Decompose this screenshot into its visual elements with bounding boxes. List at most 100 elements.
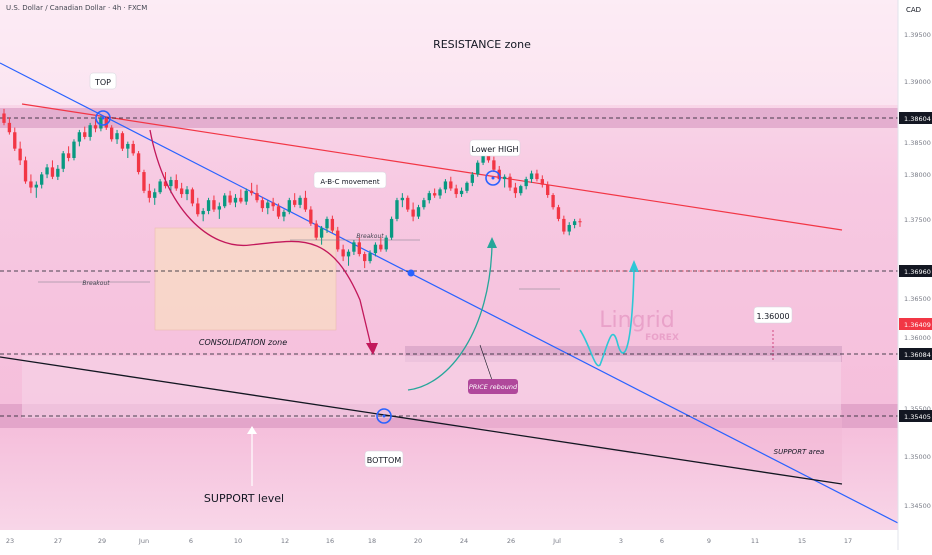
candle-body	[239, 197, 243, 202]
support-level-label: SUPPORT level	[204, 492, 284, 505]
candle-body	[276, 206, 281, 217]
candle-body	[556, 207, 561, 219]
abc-curve-arrow	[149, 129, 373, 351]
resistance-zone-fill	[0, 0, 898, 105]
projection-path	[579, 269, 635, 367]
resistance-zone-label: RESISTANCE zone	[433, 38, 531, 51]
bottom-circle	[376, 408, 392, 424]
candle-body	[476, 162, 480, 175]
time-tick: 9	[707, 537, 711, 545]
candle-body	[529, 173, 534, 180]
candle-body	[77, 132, 82, 142]
time-axis-panel[interactable]	[0, 530, 898, 550]
breakout-label-left: Breakout	[82, 280, 110, 287]
candle-body	[40, 174, 44, 185]
price-tick: 1.34500	[904, 502, 931, 510]
price-tick: 1.35500	[904, 405, 931, 413]
projection-arrow-head	[629, 260, 639, 272]
candle-body	[206, 200, 211, 211]
candle-body	[158, 181, 162, 193]
price-tick: 1.39500	[904, 31, 931, 39]
candle-body	[298, 197, 302, 205]
candle-body	[61, 153, 65, 169]
price-tick: 1.36500	[904, 295, 931, 303]
candle-body	[163, 181, 168, 187]
candle-body	[179, 188, 184, 195]
time-tick: 6	[189, 537, 193, 545]
candle-body	[88, 125, 92, 137]
lower-channel-line	[0, 356, 843, 485]
candle-body	[406, 197, 410, 210]
candle-body	[255, 193, 259, 201]
time-tick: 20	[414, 537, 422, 545]
candle-body	[325, 218, 329, 229]
time-tick: 18	[368, 537, 376, 545]
candle-body	[34, 184, 38, 188]
candle-body	[465, 182, 469, 191]
candle-body	[508, 176, 512, 188]
price-badge: 1.38604	[904, 115, 931, 123]
candle-body	[346, 251, 351, 257]
lower-high-label-box	[469, 139, 521, 157]
time-tick: 29	[98, 537, 106, 545]
watermark-subtitle: FOREX	[645, 333, 679, 343]
time-tick: 24	[460, 537, 468, 545]
candle-body	[432, 193, 437, 196]
candle-body	[411, 209, 415, 217]
candle-body	[400, 197, 405, 201]
rebound-pointer	[479, 344, 493, 381]
candle-body	[217, 206, 221, 210]
abc-movement-label: A-B-C movement	[320, 178, 379, 186]
candle-body	[540, 179, 544, 185]
candle-body	[389, 218, 394, 238]
top-label: TOP	[94, 78, 111, 87]
candle-body	[212, 200, 216, 210]
candle-body	[293, 200, 297, 205]
time-tick: 10	[234, 537, 242, 545]
breakout-label-mid: Breakout	[356, 233, 384, 240]
price-badge: 1.36960	[904, 268, 931, 276]
time-tick: 3	[619, 537, 623, 545]
candle-body	[524, 179, 528, 187]
candle-body	[131, 143, 135, 154]
support-area-fill	[370, 410, 842, 482]
candle-body	[147, 190, 152, 198]
candle-body	[45, 167, 49, 175]
candle-body	[486, 153, 491, 161]
candle-body	[502, 176, 507, 180]
candle-body	[357, 242, 361, 255]
candle-body	[363, 254, 367, 262]
time-tick: 23	[6, 537, 14, 545]
candle-body	[454, 188, 458, 195]
top-label-box	[89, 72, 117, 90]
watermark-title: Lingrid	[599, 308, 674, 333]
candle-body	[271, 202, 275, 207]
candle-body	[126, 143, 130, 149]
candle-body	[104, 118, 108, 128]
lower-high-circle-dot	[491, 176, 495, 180]
candle-body	[309, 209, 313, 224]
candle-body	[18, 148, 22, 161]
candle-body	[384, 237, 388, 250]
candle-body	[368, 253, 372, 262]
candle-body	[449, 181, 453, 189]
candle-body	[29, 181, 33, 188]
candle-body	[379, 244, 383, 250]
candles-layer	[2, 108, 582, 269]
time-tick: Jul	[552, 537, 561, 545]
candle-body	[352, 242, 356, 252]
candle-body	[260, 200, 265, 209]
candle-body	[427, 193, 431, 201]
candle-body	[578, 221, 582, 223]
candle-body	[470, 174, 475, 183]
time-tick: 12	[281, 537, 289, 545]
support-area-label: SUPPORT area	[774, 448, 825, 456]
candle-body	[249, 190, 254, 194]
candle-body	[319, 228, 324, 238]
candle-body	[109, 127, 114, 140]
bottom-circle-dot	[382, 414, 386, 418]
candle-body	[174, 180, 178, 189]
candle-body	[23, 160, 28, 182]
